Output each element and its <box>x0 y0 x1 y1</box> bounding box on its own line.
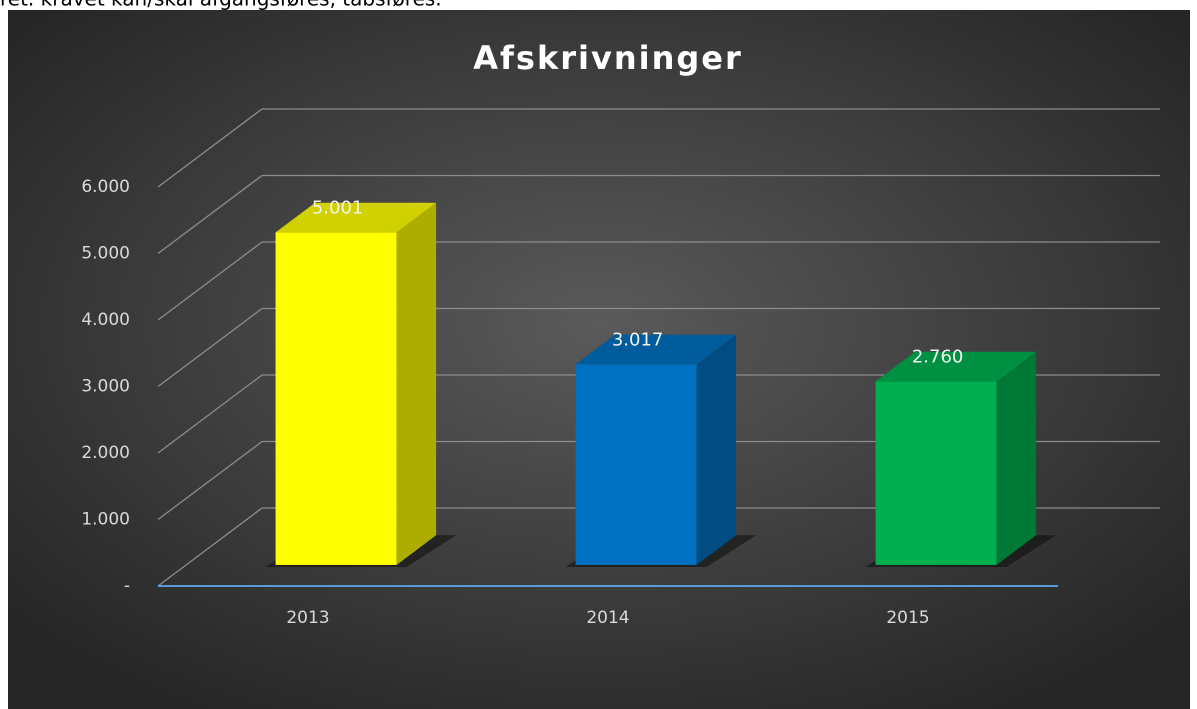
data-label: 2.760 <box>912 346 964 367</box>
bar <box>575 364 697 565</box>
grid-line <box>157 241 263 321</box>
grid-line <box>157 440 263 521</box>
chart-title: Afskrivninger <box>473 39 743 77</box>
x-tick-label: 2014 <box>586 608 629 628</box>
y-tick-label: 2.000 <box>81 443 130 463</box>
bar-side <box>696 334 737 565</box>
page-text: ret. kravet kan/skal afgangsføres, tabsf… <box>0 0 442 11</box>
y-tick-label: 4.000 <box>81 310 130 330</box>
y-tick-label: 1.000 <box>81 510 130 530</box>
y-tick-label: - <box>124 576 130 596</box>
x-tick-label: 2013 <box>286 608 329 628</box>
bar-top <box>875 351 1037 382</box>
bar-top <box>575 334 737 365</box>
bar <box>875 381 997 565</box>
grid-line <box>157 108 263 188</box>
y-tick-label: 5.000 <box>81 244 130 264</box>
x-tick-label: 2015 <box>886 608 929 628</box>
y-tick-label: 6.000 <box>81 177 130 197</box>
data-label: 3.017 <box>612 329 664 350</box>
bar-side <box>996 351 1037 565</box>
bar-side <box>396 202 437 565</box>
data-label: 5.001 <box>312 197 364 218</box>
grid-line <box>157 174 263 255</box>
bar-top <box>275 202 437 233</box>
grid-line <box>157 374 263 454</box>
grid-line <box>157 507 263 587</box>
y-tick-label: 3.000 <box>81 377 130 397</box>
grid-line <box>157 307 263 388</box>
bar <box>275 232 397 565</box>
